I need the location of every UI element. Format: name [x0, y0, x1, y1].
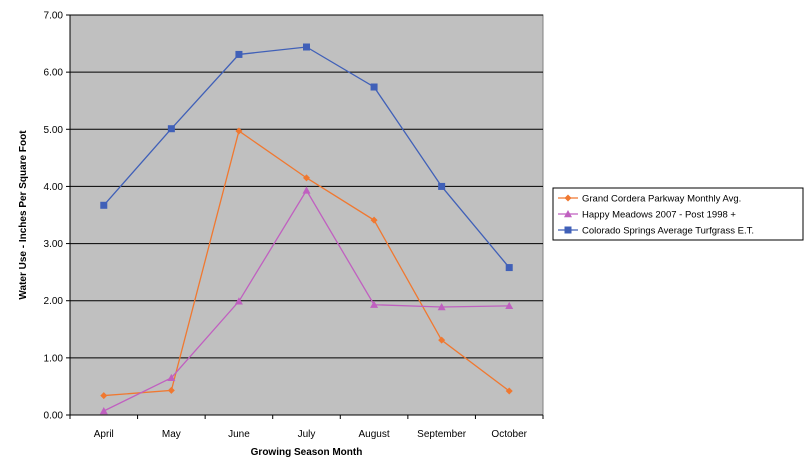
data-point: [438, 182, 446, 190]
legend-swatch-marker: [564, 194, 572, 202]
data-point: [370, 300, 379, 308]
x-tick-label: April: [94, 429, 114, 440]
series-lines: [99, 43, 514, 415]
x-tick-label: August: [359, 429, 390, 440]
x-tick-labels: April May June July August September October: [94, 429, 528, 440]
y-tick-label: 4.00: [44, 182, 64, 193]
data-point: [303, 174, 310, 182]
legend-label: Happy Meadows 2007 - Post 1998 +: [582, 210, 736, 221]
data-point: [234, 297, 243, 305]
y-tick-label: 6.00: [44, 68, 64, 79]
data-point: [167, 386, 175, 394]
data-point: [370, 83, 378, 91]
data-point: [303, 43, 310, 51]
data-point: [505, 264, 513, 272]
data-point: [235, 127, 243, 135]
data-point: [505, 387, 513, 395]
data-point: [100, 392, 108, 400]
x-tick-label: July: [298, 429, 316, 440]
y-tick-label: 3.00: [44, 239, 64, 250]
legend-label: Colorado Springs Average Turfgrass E.T.: [582, 226, 754, 237]
gridlines: [66, 14, 543, 416]
legend: Grand Cordera Parkway Monthly Avg. Happy …: [552, 187, 804, 241]
x-tick-label: October: [491, 429, 527, 440]
series-diamond: [100, 127, 513, 400]
y-tick-label: 1.00: [44, 353, 64, 364]
data-point: [99, 407, 108, 415]
legend-item: Grand Cordera Parkway Monthly Avg.: [558, 194, 741, 205]
data-point: [438, 336, 446, 344]
y-tick-label: 2.00: [44, 296, 64, 307]
data-point: [302, 186, 311, 194]
data-point: [437, 303, 446, 311]
y-tick-label: 0.00: [44, 411, 64, 422]
series-triangle: [99, 186, 514, 415]
x-tick-label: September: [417, 429, 467, 440]
plot-area: [69, 14, 544, 416]
legend-label: Grand Cordera Parkway Monthly Avg.: [582, 194, 741, 205]
legend-box: [552, 187, 804, 241]
y-tick-label: 7.00: [44, 11, 64, 22]
data-point: [167, 125, 175, 133]
y-axis-title: Water Use - Inches Per Square Foot: [18, 130, 29, 300]
x-axis-title: Growing Season Month: [251, 447, 363, 458]
legend-item: Happy Meadows 2007 - Post 1998 +: [558, 210, 736, 221]
legend-item: Colorado Springs Average Turfgrass E.T.: [558, 226, 754, 237]
y-tick-labels: 0.00 1.00 2.00 3.00 4.00 5.00 6.00 7.00: [44, 11, 64, 422]
x-tick-label: May: [162, 429, 181, 440]
y-tick-label: 5.00: [44, 125, 64, 136]
data-point: [100, 201, 108, 209]
data-point: [167, 373, 176, 382]
legend-swatch-marker: [564, 226, 572, 234]
data-point: [235, 50, 243, 58]
legend-swatch-marker: [564, 210, 572, 218]
data-point: [370, 216, 378, 224]
series-square: [100, 43, 513, 272]
x-tick-label: June: [228, 429, 250, 440]
data-point: [505, 301, 514, 310]
axes: [69, 15, 544, 419]
